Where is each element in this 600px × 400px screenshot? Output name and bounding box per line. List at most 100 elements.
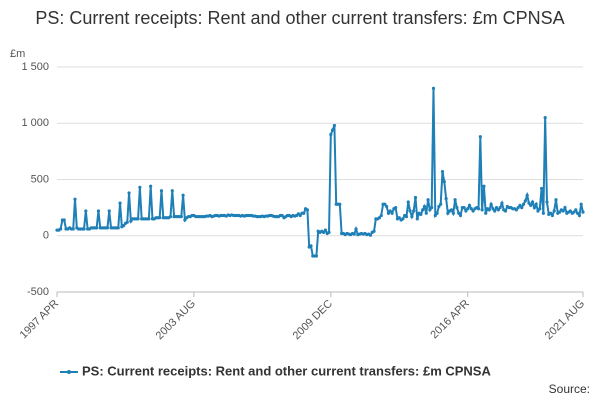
point <box>368 233 373 237</box>
point <box>426 198 430 202</box>
point <box>406 200 410 204</box>
point <box>314 254 318 258</box>
point <box>493 209 497 213</box>
point <box>444 197 448 201</box>
point <box>377 216 382 220</box>
point <box>575 211 580 215</box>
point <box>323 228 328 232</box>
point <box>484 211 488 215</box>
point <box>536 209 540 213</box>
point <box>138 185 142 189</box>
y-unit: £m <box>10 48 25 60</box>
x-tick-label: 2009 DEC <box>291 298 335 342</box>
point <box>385 204 389 209</box>
point <box>471 209 475 213</box>
y-tick-label: 1 000 <box>21 117 49 129</box>
point <box>437 204 441 209</box>
point <box>457 211 461 215</box>
point <box>487 208 491 212</box>
point <box>489 202 493 206</box>
chart-title: PS: Current receipts: Rent and other cur… <box>35 8 565 28</box>
point <box>168 215 173 219</box>
point <box>430 206 434 210</box>
point <box>159 189 164 193</box>
point <box>129 219 133 223</box>
x-tick-label: 2016 APR <box>428 298 472 342</box>
point <box>581 210 585 214</box>
point <box>298 213 302 218</box>
point <box>577 213 581 218</box>
point <box>388 209 392 213</box>
point <box>73 197 77 201</box>
point <box>462 206 466 210</box>
point <box>397 216 401 220</box>
point <box>467 203 472 207</box>
point <box>523 199 527 203</box>
point <box>435 211 439 215</box>
point <box>136 217 140 221</box>
point <box>503 209 508 213</box>
point <box>372 229 376 233</box>
point <box>446 211 450 215</box>
point <box>354 227 358 231</box>
point <box>455 206 459 210</box>
point <box>574 208 578 212</box>
point <box>538 207 542 211</box>
point <box>525 193 529 197</box>
y-tick-label: 1 500 <box>21 61 49 73</box>
x-tick-label: 2003 AUG <box>154 298 198 342</box>
point <box>557 210 562 214</box>
point <box>413 195 418 200</box>
x-tick-label: 2021 AUG <box>543 298 587 342</box>
point <box>480 208 484 212</box>
point <box>539 186 544 191</box>
point <box>466 207 470 211</box>
point <box>552 209 556 213</box>
point <box>71 227 75 231</box>
point <box>404 215 409 219</box>
point <box>327 230 331 234</box>
point <box>494 206 499 210</box>
point <box>422 204 427 209</box>
point <box>383 202 387 206</box>
point <box>534 202 538 206</box>
point <box>453 198 457 202</box>
point <box>451 211 455 215</box>
point <box>386 211 391 215</box>
point <box>433 213 437 218</box>
point <box>541 211 545 215</box>
point <box>415 217 419 221</box>
point <box>125 220 129 224</box>
point <box>527 201 531 205</box>
point <box>476 207 481 211</box>
point <box>572 210 576 214</box>
point <box>96 209 101 213</box>
point <box>514 208 518 212</box>
point <box>518 203 522 207</box>
point <box>550 213 554 218</box>
point <box>478 135 482 139</box>
point <box>116 226 120 230</box>
y-tick-label: -500 <box>27 286 49 298</box>
point <box>170 189 174 193</box>
point <box>338 202 342 206</box>
point <box>530 200 535 204</box>
point <box>181 193 185 197</box>
point <box>127 191 131 195</box>
point <box>529 203 533 207</box>
point <box>424 211 428 215</box>
point <box>62 218 66 222</box>
point <box>412 209 416 213</box>
point <box>95 226 99 230</box>
point <box>332 123 337 128</box>
point <box>532 206 536 210</box>
point <box>469 207 473 211</box>
point <box>428 208 432 212</box>
point <box>59 227 63 231</box>
point <box>331 128 335 132</box>
point <box>563 206 567 210</box>
point <box>329 132 333 137</box>
point <box>158 216 162 220</box>
